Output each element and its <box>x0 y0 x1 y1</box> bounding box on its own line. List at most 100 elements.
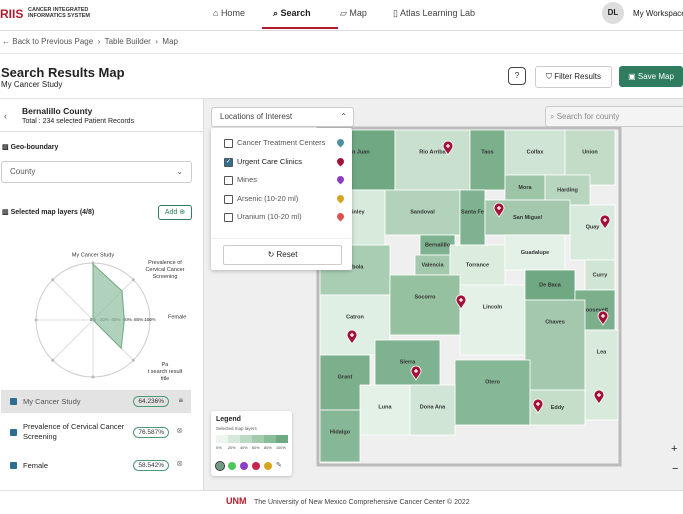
nav-label[interactable]: Map <box>349 8 367 18</box>
county[interactable] <box>524 269 576 301</box>
location-name[interactable]: Mines <box>237 175 258 184</box>
county[interactable] <box>584 329 619 421</box>
checkbox[interactable] <box>224 176 233 185</box>
add-button[interactable]: Add ⊕ <box>158 205 192 220</box>
pin-cross <box>601 314 605 318</box>
clinic-pin[interactable] <box>532 398 544 414</box>
county-label: Curry <box>593 272 609 278</box>
org-name: INFORMATICS SYSTEM <box>28 13 90 19</box>
legend-swatch <box>252 435 264 443</box>
nav-label[interactable]: Search <box>280 8 311 18</box>
label: Selected map layers (4/8) <box>10 209 95 216</box>
remove-button[interactable]: ⊗ <box>176 459 183 468</box>
locations-dropdown[interactable]: Locations of Interest ⌃ <box>211 107 354 127</box>
radar-tick-label: 80% <box>134 317 143 322</box>
county-label: Otero <box>485 379 500 385</box>
button-label[interactable]: Add <box>164 209 178 216</box>
county[interactable] <box>394 129 471 191</box>
county-label: Lea <box>597 349 607 355</box>
label: Geo-boundary <box>10 144 59 151</box>
save-button[interactable]: ▣ Save Map <box>619 66 683 87</box>
clinic-pin[interactable] <box>597 310 609 326</box>
county-label: Mora <box>518 185 532 191</box>
county[interactable] <box>524 299 586 391</box>
button-label[interactable]: Reset <box>276 250 298 259</box>
county[interactable] <box>389 274 461 336</box>
workspace-link[interactable]: My Workspace <box>633 9 683 18</box>
clinic-pin[interactable] <box>346 329 358 345</box>
reset-button[interactable]: ↻ Reset <box>223 245 342 265</box>
avatar[interactable]: DL <box>602 2 624 24</box>
clinic-pin[interactable] <box>442 140 454 156</box>
checkbox[interactable] <box>224 213 233 222</box>
radar-spoke <box>52 279 94 321</box>
clinic-pin[interactable] <box>410 365 422 381</box>
lock-icon: 🔒︎ <box>178 395 183 404</box>
active-underline <box>262 27 338 29</box>
filter-button[interactable]: ⛉ Filter Results <box>535 66 612 88</box>
legend-title: Legend <box>216 416 241 423</box>
county[interactable] <box>584 259 616 291</box>
nav-map[interactable]: ▱ Map <box>340 8 367 18</box>
county[interactable] <box>409 384 456 436</box>
county-label: Valencia <box>421 262 444 268</box>
nav-search[interactable]: ⌕ Search <box>273 8 311 18</box>
location-name[interactable]: Cancer Treatment Centers <box>237 138 326 147</box>
dropdown-label[interactable]: Locations of Interest <box>220 112 293 121</box>
county[interactable] <box>319 409 361 463</box>
button-label[interactable]: Save Map <box>637 72 674 81</box>
layer-row: My Cancer Study 64.236% 🔒︎ <box>1 390 191 413</box>
button-label[interactable]: Filter Results <box>554 72 601 81</box>
layer-color[interactable] <box>228 462 236 470</box>
location-name[interactable]: Arsenic (10-20 ml) <box>237 193 299 203</box>
select-value[interactable]: County <box>10 167 36 176</box>
checkbox[interactable] <box>224 139 233 148</box>
pin-cross <box>350 333 354 337</box>
county[interactable] <box>459 189 486 246</box>
help-button[interactable]: ? <box>508 67 526 85</box>
county[interactable] <box>459 284 526 356</box>
nav-label[interactable]: Home <box>220 8 245 18</box>
county-search[interactable]: ⌕ Search for county <box>545 106 683 127</box>
clinic-pin[interactable] <box>455 294 467 310</box>
checkbox[interactable] <box>10 462 17 469</box>
layer-color[interactable] <box>264 462 272 470</box>
remove-button[interactable]: ⊗ <box>176 426 183 435</box>
edit-icon[interactable]: ✎ <box>276 462 282 469</box>
search-placeholder[interactable]: Search for county <box>556 112 620 121</box>
checkbox[interactable] <box>10 398 17 405</box>
clinic-pin[interactable] <box>493 202 505 218</box>
county[interactable] <box>374 339 441 386</box>
layer-color[interactable] <box>252 462 260 470</box>
clinic-pin[interactable] <box>593 389 605 405</box>
checkbox[interactable] <box>224 194 233 204</box>
location-name[interactable]: Uranium (10-20 ml) <box>237 212 302 221</box>
county[interactable] <box>504 174 546 201</box>
locations-panel: Cancer Treatment Centers ✓ Urgent Care Cli… <box>211 128 352 270</box>
layer-color[interactable] <box>240 462 248 470</box>
nav-label[interactable]: Atlas Learning Lab <box>399 8 476 18</box>
zoom-in[interactable]: + <box>671 443 678 455</box>
collapse-button[interactable]: ‹ <box>4 111 7 121</box>
geo-select[interactable]: County ⌄ <box>1 161 192 183</box>
zoom-out[interactable]: − <box>672 463 679 475</box>
county[interactable] <box>454 359 531 426</box>
layer-color[interactable] <box>215 461 225 471</box>
county-label: Eddy <box>551 405 565 411</box>
county[interactable] <box>469 129 506 191</box>
county[interactable] <box>569 204 616 261</box>
checkbox[interactable]: ✓ <box>224 157 233 167</box>
crumb[interactable]: Back to Previous Page <box>12 37 94 46</box>
checkbox[interactable] <box>10 429 17 436</box>
county[interactable] <box>384 189 461 236</box>
nav-atlas[interactable]: ▯ Atlas Learning Lab <box>393 8 476 18</box>
layer-value: 64.236% <box>133 396 169 407</box>
county[interactable] <box>319 244 391 296</box>
location-name[interactable]: Urgent Care Clinics <box>237 156 303 166</box>
pin-shape <box>532 398 544 414</box>
county[interactable] <box>359 384 411 436</box>
clinic-pin[interactable] <box>599 214 611 230</box>
crumb[interactable]: Table Builder <box>104 37 151 46</box>
nav-home[interactable]: ⌂ Home <box>213 8 245 18</box>
county-label: Union <box>582 149 598 155</box>
